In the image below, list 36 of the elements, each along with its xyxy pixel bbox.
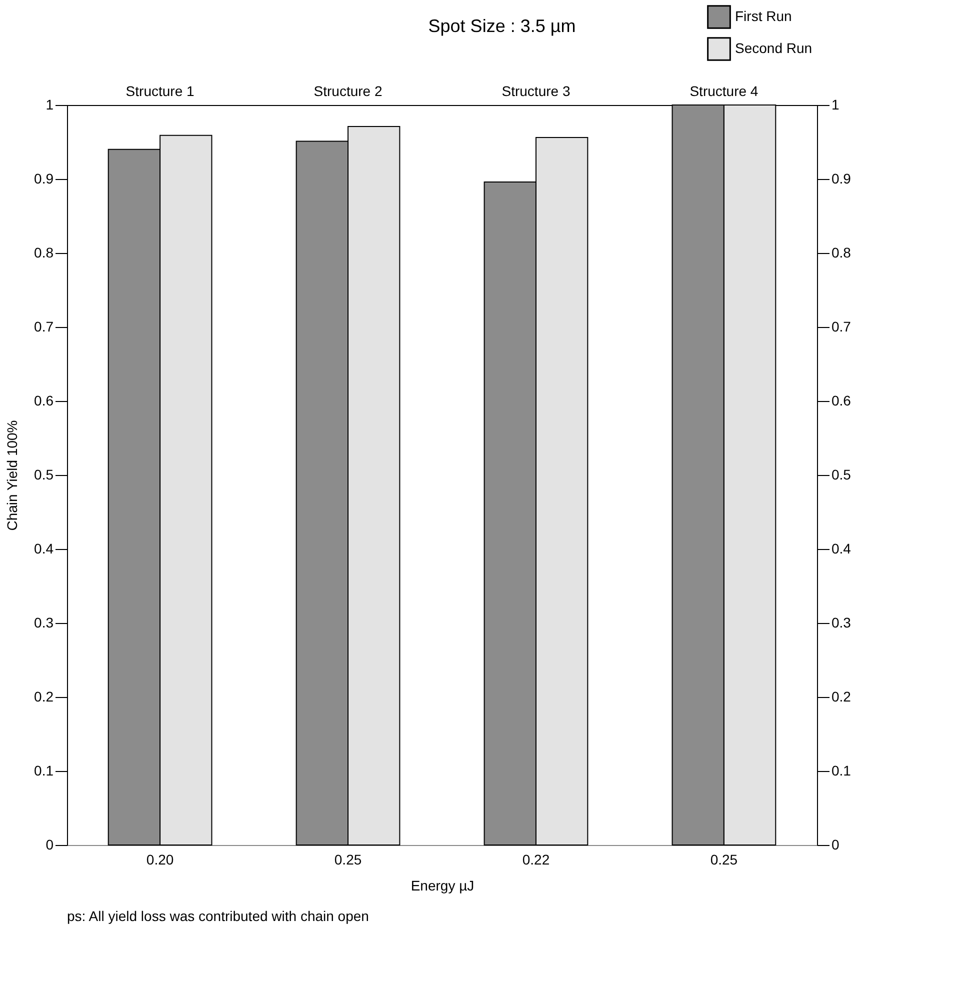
legend-label: First Run [735,8,792,24]
x-tick-label: 0.22 [522,852,550,868]
y-tick-label: 0.6 [34,392,54,408]
y-tick-label: 0.1 [34,762,54,778]
y2-tick-label: 0.2 [832,688,852,704]
y2-tick-label: 0.3 [832,614,852,630]
text: Structure 3 [502,83,570,99]
y2-tick-label: 0.6 [832,392,852,408]
x-tick-label: 0.20 [146,852,174,868]
x-axis-title: Energy µJ [410,878,474,894]
y-tick-label: 0.8 [34,244,54,260]
y-tick-label: 0.3 [34,614,54,630]
chart-title: Spot Size : 3.5 µm [428,16,576,36]
y-tick-label: 0.4 [34,540,54,556]
y-tick-label: 0.5 [34,466,54,482]
y2-tick-label: 0.7 [832,318,852,334]
y-tick-label: 0.2 [34,688,54,704]
y2-tick-label: 0.1 [832,762,852,778]
y2-tick-label: 0 [832,836,840,852]
x-tick-label: 0.25 [334,852,362,868]
y-tick-label: 0 [46,836,54,852]
y2-tick-label: 0.5 [832,466,852,482]
y-tick-label: 0.9 [34,170,54,186]
y-axis-title: Chain Yield 100% [4,420,20,531]
y2-tick-label: 0.8 [832,244,852,260]
y-tick-label: 0.7 [34,318,54,334]
y2-tick-label: 1 [832,96,840,112]
text: Structure 2 [314,83,382,99]
x-tick-label: 0.25 [710,852,738,868]
legend-label: Second Run [735,40,812,56]
text: ps: All yield loss was contributed with chain open [67,908,369,924]
y2-tick-label: 0.9 [832,170,852,186]
y-tick-label: 1 [46,96,54,112]
text: Structure 1 [126,83,194,99]
y2-tick-label: 0.4 [832,540,852,556]
text: Structure 4 [690,83,758,99]
